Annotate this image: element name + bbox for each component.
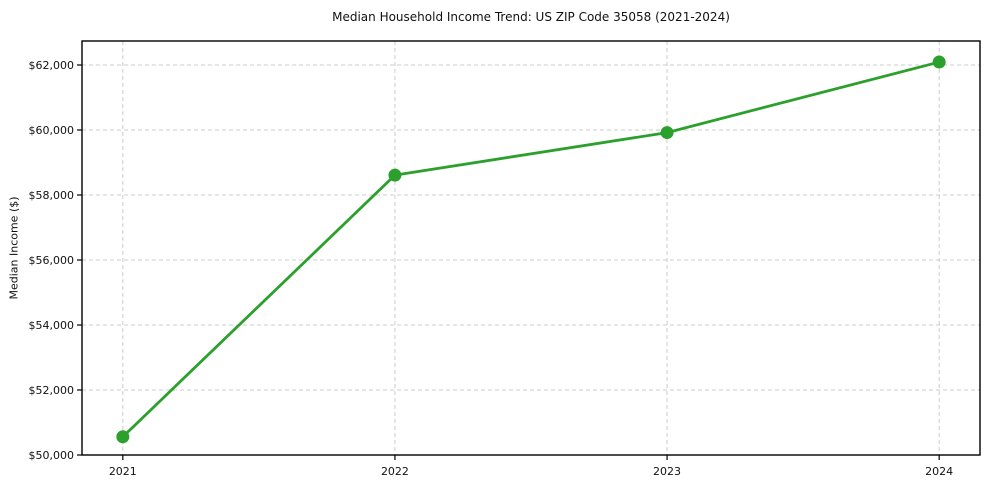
- data-point: [660, 126, 674, 140]
- plot-border: [81, 40, 981, 456]
- y-tick-label: $62,000: [29, 59, 75, 72]
- y-tick-label: $52,000: [29, 384, 75, 397]
- data-point: [388, 168, 402, 182]
- y-tick-label: $50,000: [29, 449, 75, 462]
- data-point: [932, 55, 946, 69]
- data-point: [116, 430, 130, 444]
- y-tick-label: $54,000: [29, 319, 75, 332]
- chart-title: Median Household Income Trend: US ZIP Co…: [332, 10, 730, 24]
- x-tick-label: 2022: [381, 465, 409, 478]
- x-tick-label: 2021: [109, 465, 137, 478]
- x-tick-label: 2024: [925, 465, 953, 478]
- trend-line: [121, 60, 941, 439]
- x-tick-label: 2023: [653, 465, 681, 478]
- y-tick-label: $56,000: [29, 254, 75, 267]
- y-tick-label: $58,000: [29, 189, 75, 202]
- y-tick-label: $60,000: [29, 124, 75, 137]
